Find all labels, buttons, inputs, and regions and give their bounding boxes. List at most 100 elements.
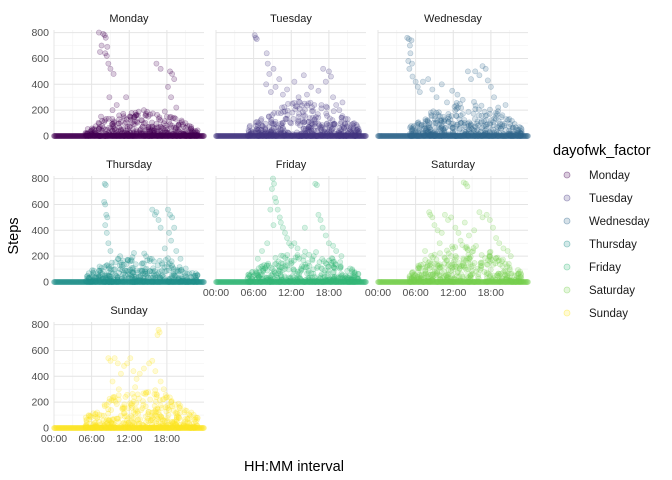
data-point [180,133,187,139]
data-point [179,133,186,139]
data-point [57,133,64,139]
data-point [484,77,491,84]
data-point [128,133,135,139]
data-point [437,250,443,256]
data-point [84,133,91,139]
data-point [298,267,305,274]
data-point [431,266,438,273]
data-point [425,76,432,83]
data-point [63,133,70,139]
data-point [496,240,503,247]
data-point [127,258,134,265]
data-point [284,235,290,241]
data-point [296,105,303,112]
data-point [183,133,190,139]
data-point [159,133,166,139]
data-point [166,133,172,139]
facet-strip-label: Thursday [106,159,152,171]
data-point [102,182,109,188]
y-tick-label: 200 [31,105,49,117]
data-point [493,130,500,137]
data-point [195,133,202,139]
data-point [117,127,124,134]
data-point [420,78,426,85]
data-point [116,133,123,139]
data-point [468,76,474,83]
data-point [460,255,467,262]
data-point [117,133,124,139]
data-point [72,133,78,139]
data-point [319,256,326,262]
data-point [486,217,493,223]
data-point [422,278,429,285]
data-point [143,133,150,139]
data-point [67,133,74,139]
data-point [186,133,193,139]
data-point [161,133,168,139]
data-point [156,257,163,264]
data-point [115,133,122,139]
x-tick-label: 18:00 [478,287,504,299]
data-point [318,124,325,131]
data-point [169,71,176,77]
data-point [273,198,280,205]
data-point [70,133,77,139]
data-point [486,249,493,256]
data-point [106,94,113,101]
data-point [467,121,474,128]
data-point [464,278,471,285]
data-point [336,265,343,272]
data-point [498,277,505,284]
data-point [295,94,302,101]
data-point [100,133,107,139]
data-point [267,206,274,213]
data-point [491,94,497,101]
data-point [472,106,479,113]
x-tick-label: 00:00 [365,287,391,299]
data-point [120,133,126,139]
y-tick-label: 0 [43,131,49,143]
data-point [291,240,298,247]
data-point [166,118,172,125]
data-point [137,274,144,281]
data-point [107,248,114,254]
data-point [177,255,184,262]
x-tick-label: 06:00 [402,287,428,299]
data-point [58,133,65,139]
data-point [264,240,271,247]
data-point [408,125,415,132]
data-point [289,109,296,116]
data-point [117,133,124,139]
data-point [306,118,312,125]
data-point [408,37,415,44]
data-point [315,114,322,121]
data-point [123,133,130,139]
data-point [124,133,131,139]
data-point [171,76,178,83]
data-point [311,102,318,108]
data-point [104,133,111,139]
data-point [145,133,151,139]
data-point [88,133,95,139]
data-point [142,133,149,139]
data-point [165,206,171,213]
data-point [109,131,116,138]
data-point [502,102,509,108]
data-point [54,133,61,139]
data-point [190,133,197,139]
data-point [279,224,286,231]
data-point [146,133,153,139]
data-point [280,108,287,115]
data-point [97,133,104,139]
data-point [108,133,114,139]
facet-strip-label: Wednesday [424,13,482,25]
data-point [300,253,307,260]
data-point [113,102,120,108]
data-point [164,133,171,139]
data-point [95,133,102,139]
data-point [194,272,201,279]
y-tick-label: 800 [31,173,49,185]
data-point [300,72,307,79]
data-point [173,133,180,139]
data-point [133,133,140,139]
